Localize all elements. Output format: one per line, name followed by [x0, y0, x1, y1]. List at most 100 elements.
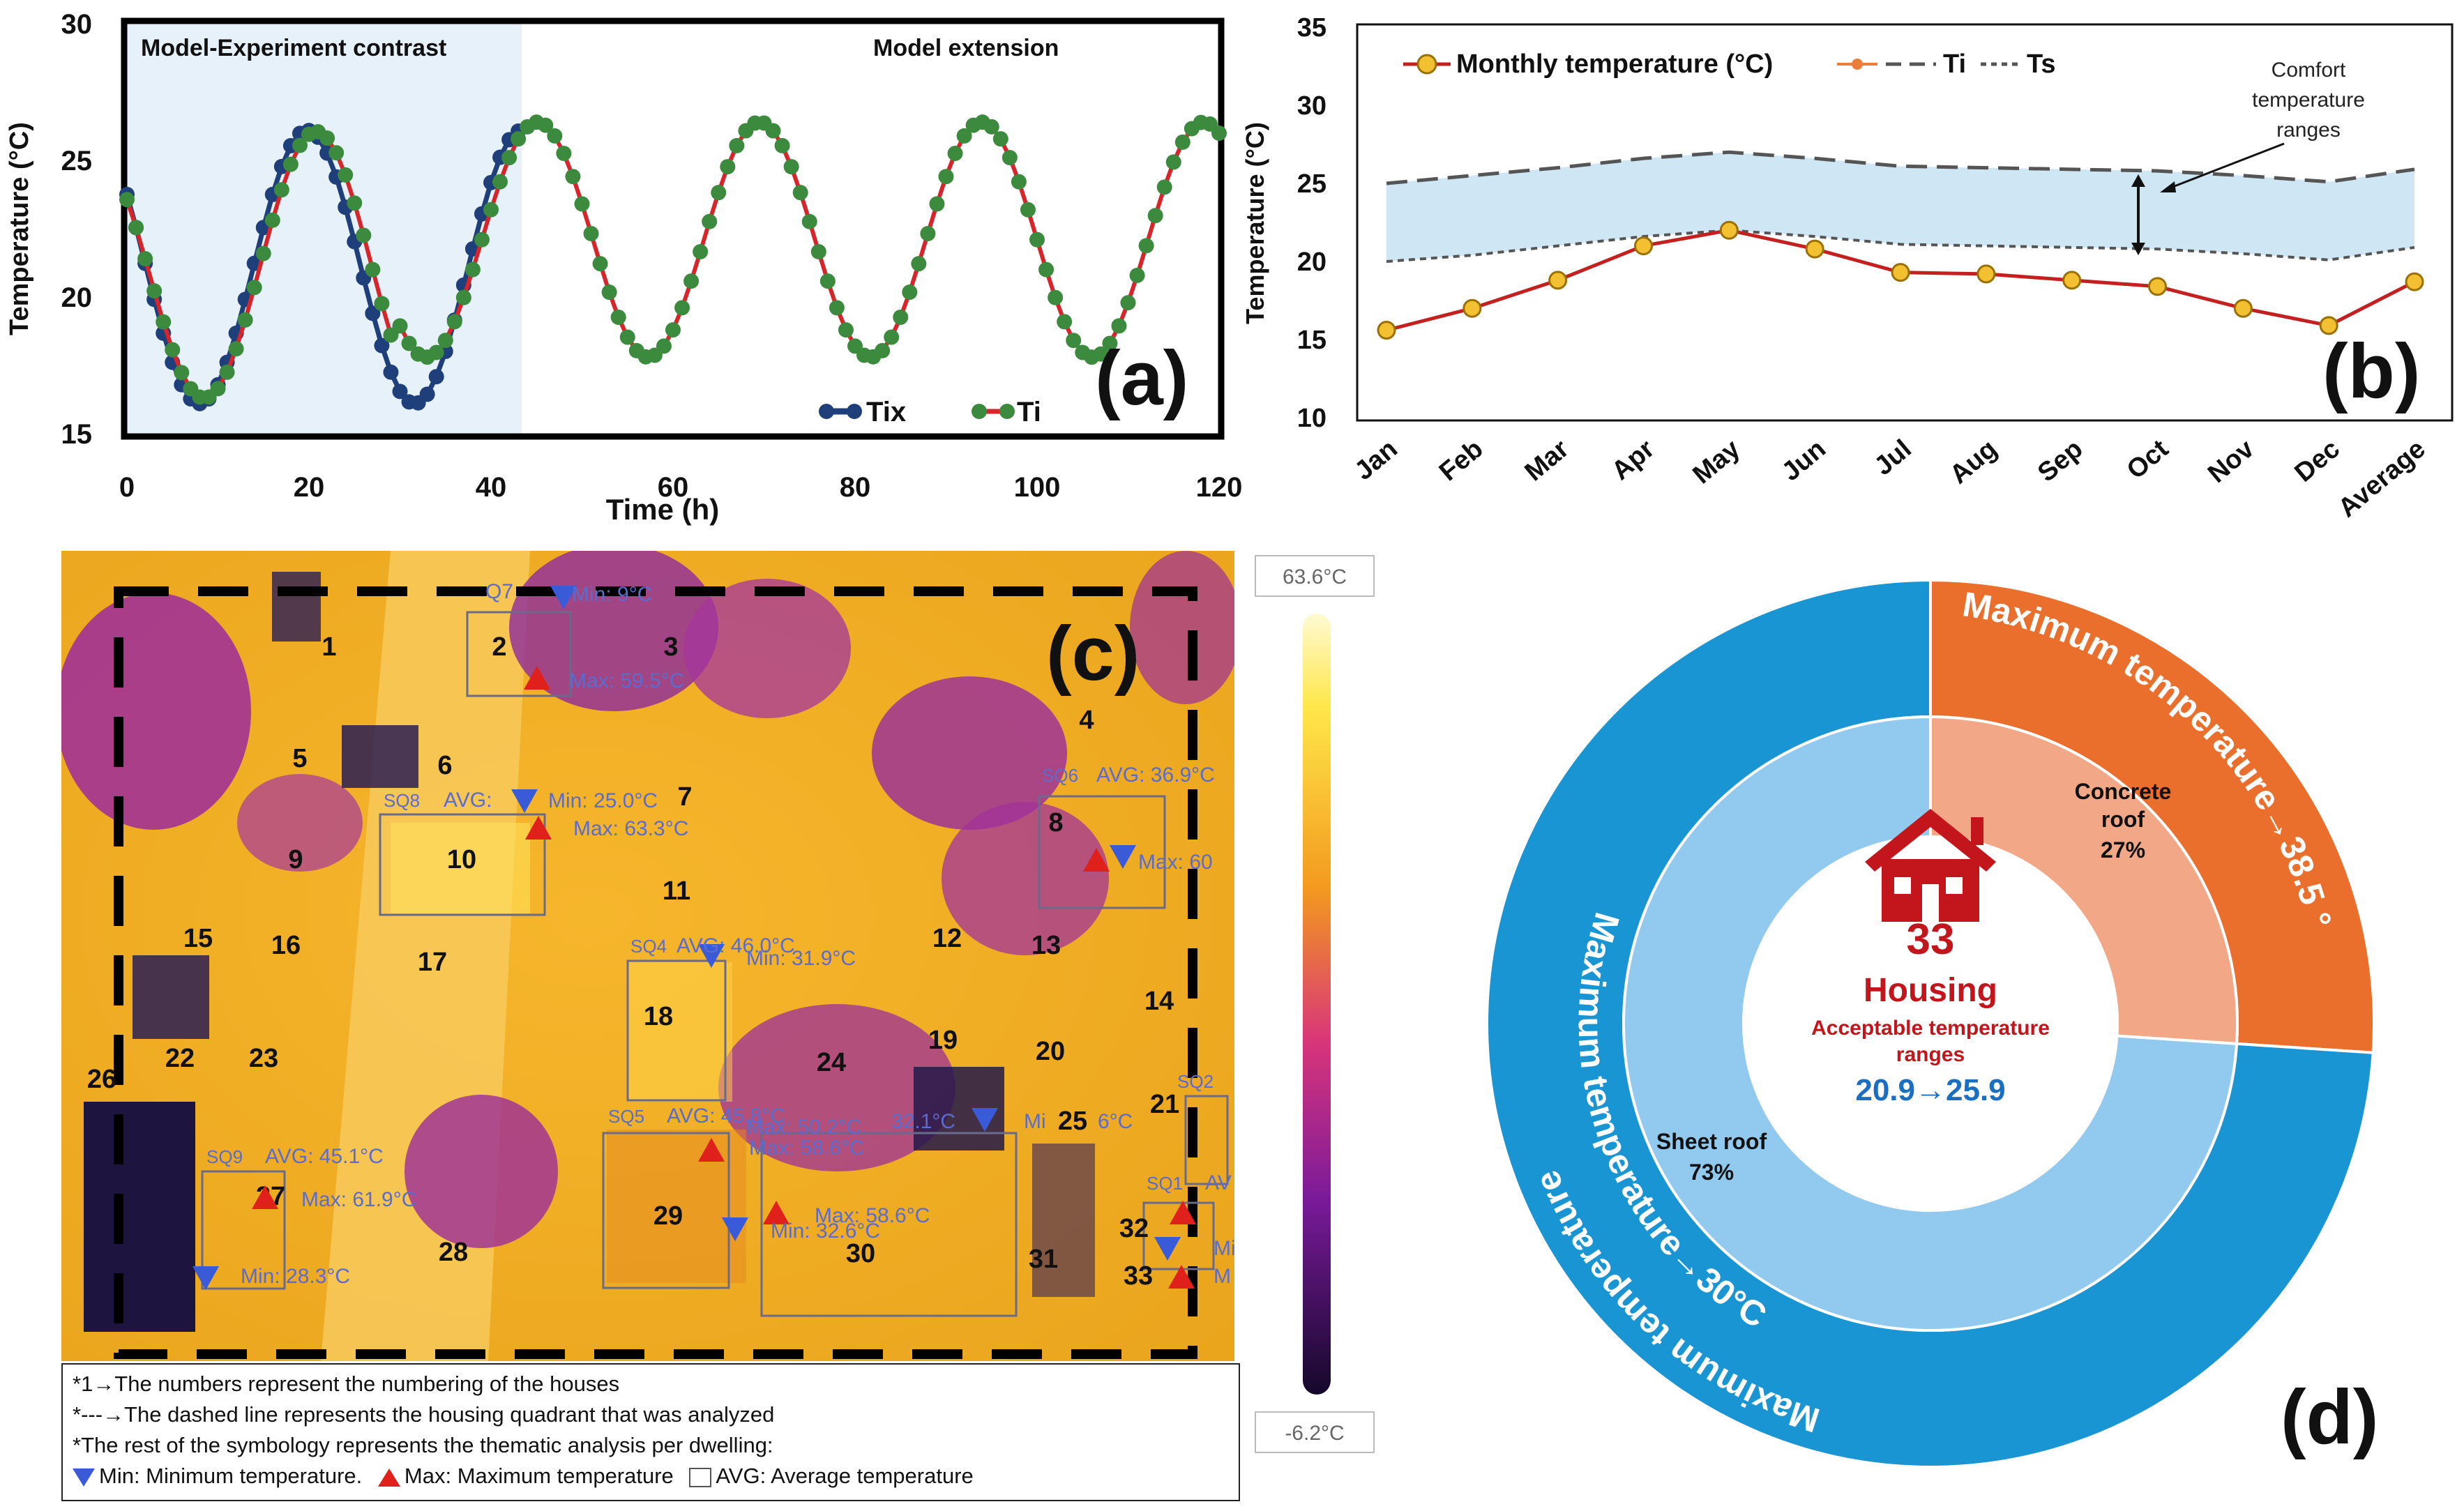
legend-line-1: *1→The numbers represent the numbering o…	[73, 1372, 620, 1396]
ti-point	[501, 150, 517, 166]
ti-point	[929, 196, 945, 212]
y-axis-label-a: Temperature (°C)	[5, 122, 34, 335]
side-mi-label: Mi	[1214, 1237, 1236, 1260]
sq6-avg-label: AVG: 36.9°C	[1096, 764, 1215, 787]
series-group-b	[1377, 150, 2424, 340]
roof-area	[628, 962, 732, 1102]
house-number: 4	[1079, 706, 1094, 735]
analyzed-quadrant-boundary	[114, 586, 1197, 1359]
sq8-min-label: Min: 25.0°C	[548, 789, 658, 812]
ti-point	[538, 117, 554, 133]
annotation-arrow	[2165, 142, 2285, 191]
ti-point	[328, 145, 345, 161]
area-sq2	[1184, 1095, 1229, 1185]
ti-point	[1102, 335, 1118, 351]
roof-area	[391, 823, 530, 913]
area-sq-mid	[760, 1132, 1018, 1317]
house-number: 11	[663, 876, 690, 906]
series-ti	[119, 114, 1227, 405]
ti-point	[282, 156, 298, 172]
tix-point	[392, 384, 408, 400]
ti-point	[273, 182, 289, 198]
area-sq4	[626, 959, 727, 1102]
ti-point	[583, 226, 599, 242]
legend-monthly-label: Monthly temperature (°C)	[1456, 50, 1773, 79]
ti-point	[492, 174, 508, 190]
measurement-areas	[201, 611, 1229, 1317]
legend-ts-label: Ts	[2027, 50, 2056, 79]
ti-point	[992, 131, 1008, 147]
ti-point	[428, 344, 444, 360]
house-icon-roof-gap	[1870, 961, 1991, 1010]
legend-monthly-marker	[1416, 54, 1437, 75]
scale-min-label: -6.2°C	[1285, 1422, 1344, 1445]
scale-max-box	[1255, 555, 1375, 597]
ti-point	[683, 273, 700, 289]
area-sq8	[379, 813, 546, 916]
ti-point	[319, 130, 335, 146]
panel-letter-a: (a)	[1095, 335, 1188, 421]
max-triangle-icon	[1170, 1201, 1196, 1224]
area-sq5	[602, 1132, 730, 1289]
annotation-line-1: Comfort	[2272, 59, 2346, 82]
donut-center	[1744, 837, 2117, 1210]
scale-max-label: 63.6°C	[1283, 565, 1347, 589]
y-tick-label: 35	[1297, 13, 1327, 43]
ti-point	[401, 335, 417, 351]
sq8-code: SQ8	[384, 790, 420, 811]
concrete-roof-label-1: Concrete	[2075, 779, 2172, 804]
sq2-code: SQ2	[1177, 1071, 1214, 1092]
monthly-temperature-point	[2233, 298, 2253, 318]
ti-point	[619, 329, 635, 345]
legend-ti-marker	[999, 404, 1015, 419]
house-number: 23	[249, 1044, 278, 1073]
y-tick-label: 20	[1297, 248, 1327, 277]
panel-letter-d: (d)	[2281, 1374, 2378, 1460]
x-axis-label-a: Time (h)	[606, 493, 720, 526]
min-triangle-icon	[550, 586, 577, 609]
house-number: 21	[1150, 1090, 1179, 1119]
house-number: 14	[1144, 987, 1174, 1016]
sq9-code: SQ9	[206, 1146, 243, 1167]
sq1-avg-label: AV	[1205, 1171, 1232, 1194]
sq6-max-label: Max: 60	[1138, 851, 1213, 874]
solar-panel-area	[84, 1102, 195, 1332]
ti-point	[210, 381, 226, 397]
house-number: 26	[87, 1065, 116, 1094]
house-number: 9	[288, 845, 303, 874]
mi-25b-label: 6°C	[1098, 1110, 1133, 1133]
legend-line-3: *The rest of the symbology represents th…	[73, 1433, 773, 1457]
x-tick-label: Jan	[1350, 434, 1403, 486]
x-tick-label: Nov	[2202, 434, 2260, 489]
ti-point	[610, 309, 626, 325]
ti-point	[146, 283, 162, 299]
house-number: 2	[492, 632, 506, 662]
house-number: 29	[653, 1201, 683, 1231]
house-icon	[1865, 809, 1996, 922]
ti-point	[1120, 295, 1136, 311]
monthly-temperature-point	[2062, 271, 2082, 290]
sq7-min-label: Min: 9°C	[572, 583, 652, 606]
solar-panel-area	[133, 955, 209, 1039]
tix-point	[428, 369, 444, 385]
x-tick-label: 120	[1196, 472, 1243, 503]
ti-point	[656, 338, 672, 354]
sq7-max-label: Max: 59.5°C	[569, 669, 684, 692]
sq5-code: SQ5	[608, 1106, 644, 1127]
y-tick-label: 20	[61, 282, 93, 313]
ti-point	[783, 159, 799, 175]
y-tick-label: 30	[1297, 91, 1327, 121]
legend-tix-label: Tix	[866, 397, 906, 427]
area-sq1	[1142, 1201, 1215, 1270]
temperature-color-scale	[1303, 614, 1331, 1395]
sq4-min-label: Min: 31.9°C	[746, 947, 856, 970]
house-number: 17	[418, 948, 447, 977]
monthly-temperature-point	[1634, 236, 1653, 256]
panel-letter-c: (c)	[1046, 611, 1140, 697]
scale-min-box	[1255, 1411, 1375, 1453]
sq6-code: SQ6	[1042, 765, 1078, 786]
house-number: 1	[322, 632, 336, 662]
ti-point	[292, 137, 308, 153]
tree-canopy	[718, 1004, 955, 1171]
ti-point	[219, 364, 235, 380]
